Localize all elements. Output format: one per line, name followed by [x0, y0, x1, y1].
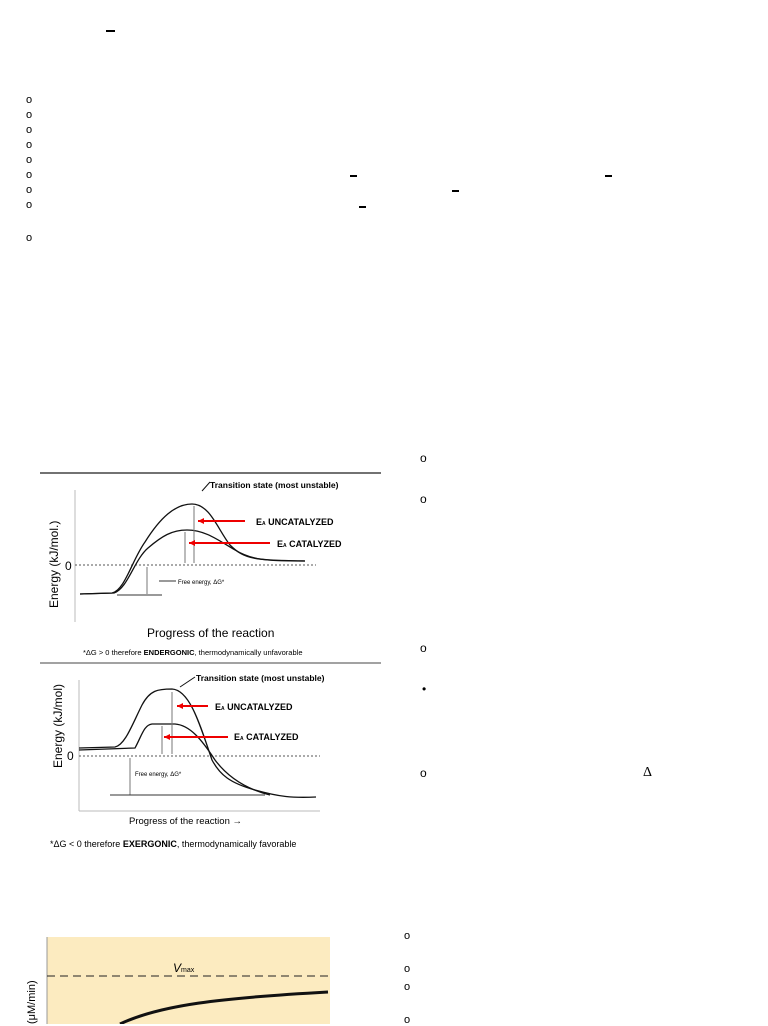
delta-symbol: Δ: [643, 765, 653, 780]
dash: [605, 175, 612, 177]
list-bullet: o: [26, 199, 33, 211]
transition-state-label: Transition state (most unstable): [196, 673, 325, 683]
catalyzed-curve: [78, 723, 271, 796]
list-bullet: •: [422, 682, 427, 696]
dash: [350, 175, 357, 177]
dash: [359, 206, 366, 208]
list-bullet: o: [420, 641, 427, 655]
list-bullet: o: [26, 184, 33, 196]
michaelis-menten-plot: Vmax (μM/min): [26, 937, 330, 1024]
ea-uncatalyzed-label: UNCATALYZED: [268, 517, 334, 527]
list-bullet: o: [26, 139, 33, 151]
list-bullet: o: [420, 451, 427, 465]
saturation-curve: [119, 990, 329, 1024]
exergonic-energy-diagram: Energy (kJ/mol) 0 Free energy, ΔG* Trans…: [50, 673, 325, 849]
ea-catalyzed-label: CATALYZED: [289, 539, 342, 549]
ea-uncatalyzed-label: UNCATALYZED: [227, 702, 293, 712]
list-bullet: o: [26, 232, 33, 244]
list-bullet: o: [420, 492, 427, 506]
list-bullet: o: [404, 963, 411, 975]
ea-catalyzed-label: CATALYZED: [246, 732, 299, 742]
list-bullet: o: [26, 169, 33, 181]
svg-text:Vmax: Vmax: [173, 961, 195, 975]
list-bullet: o: [404, 1014, 411, 1026]
free-energy-label: Free energy, ΔG*: [178, 580, 225, 586]
zero-tick: 0: [67, 749, 74, 763]
y-axis-label: (μM/min): [26, 980, 38, 1024]
list-bullet: o: [420, 766, 427, 780]
svg-text:EA CATALYZED: EA CATALYZED: [234, 732, 299, 742]
x-axis-label: Progress of the reaction: [147, 626, 274, 640]
list-bullet: o: [404, 981, 411, 993]
zero-tick: 0: [65, 559, 72, 573]
list-bullet: o: [26, 109, 33, 121]
catalyzed-curve: [79, 529, 306, 595]
vmax-label: V: [173, 961, 182, 975]
list-bullet: o: [404, 930, 411, 942]
caption: *ΔG > 0 therefore ENDERGONIC, thermodyna…: [83, 648, 303, 657]
list-bullet: o: [26, 94, 33, 106]
transition-state-label: Transition state (most unstable): [210, 480, 339, 490]
svg-text:EA UNCATALYZED: EA UNCATALYZED: [215, 702, 293, 712]
dash: [452, 190, 459, 192]
list-bullet: o: [26, 154, 33, 166]
title-dash: [106, 30, 115, 32]
free-energy-label: Free energy, ΔG*: [135, 772, 182, 778]
svg-text:EA CATALYZED: EA CATALYZED: [277, 539, 342, 549]
y-axis-label: Energy (kJ/mol.): [47, 521, 61, 608]
caption: *ΔG < 0 therefore EXERGONIC, thermodynam…: [50, 839, 296, 849]
y-axis-label: Energy (kJ/mol): [51, 684, 65, 768]
endergonic-energy-diagram: Energy (kJ/mol.) 0 Free energy, ΔG* Tran…: [40, 472, 381, 664]
list-bullet: o: [26, 124, 33, 136]
x-axis-label: Progress of the reaction →: [129, 816, 242, 827]
svg-text:EA UNCATALYZED: EA UNCATALYZED: [256, 517, 334, 527]
